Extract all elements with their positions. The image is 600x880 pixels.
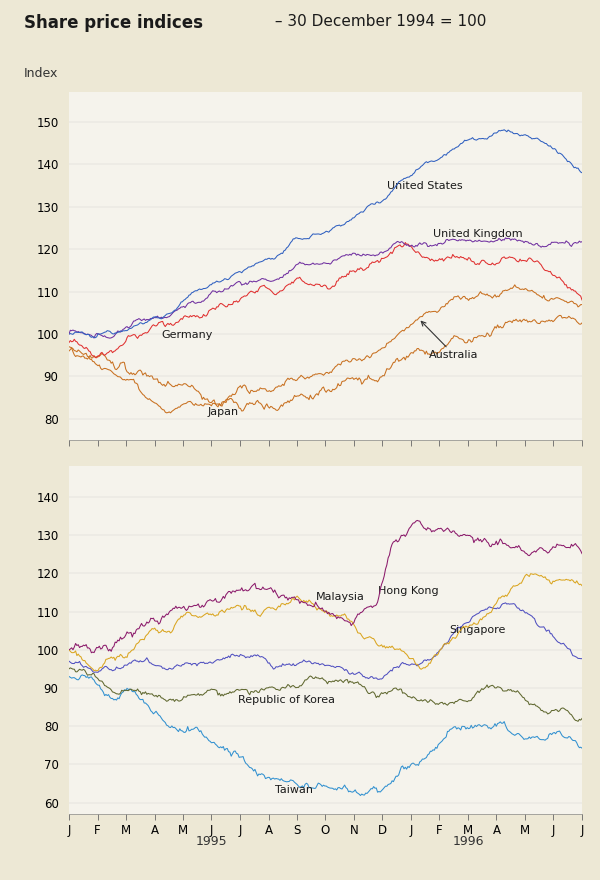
Text: United States: United States [387,181,463,191]
Text: Australia: Australia [421,321,479,360]
Text: Index: Index [24,67,58,79]
Text: Germany: Germany [161,330,212,341]
Text: 1995: 1995 [196,835,227,848]
Text: Japan: Japan [208,407,239,417]
Text: Malaysia: Malaysia [316,591,364,602]
Text: – 30 December 1994 = 100: – 30 December 1994 = 100 [270,14,487,29]
Text: Singapore: Singapore [449,625,505,635]
Text: Share price indices: Share price indices [24,14,203,32]
Text: Hong Kong: Hong Kong [377,586,438,597]
Text: United Kingdom: United Kingdom [433,229,523,239]
Text: Republic of Korea: Republic of Korea [238,695,335,705]
Text: 1996: 1996 [452,835,484,848]
Text: Taiwan: Taiwan [275,785,313,795]
